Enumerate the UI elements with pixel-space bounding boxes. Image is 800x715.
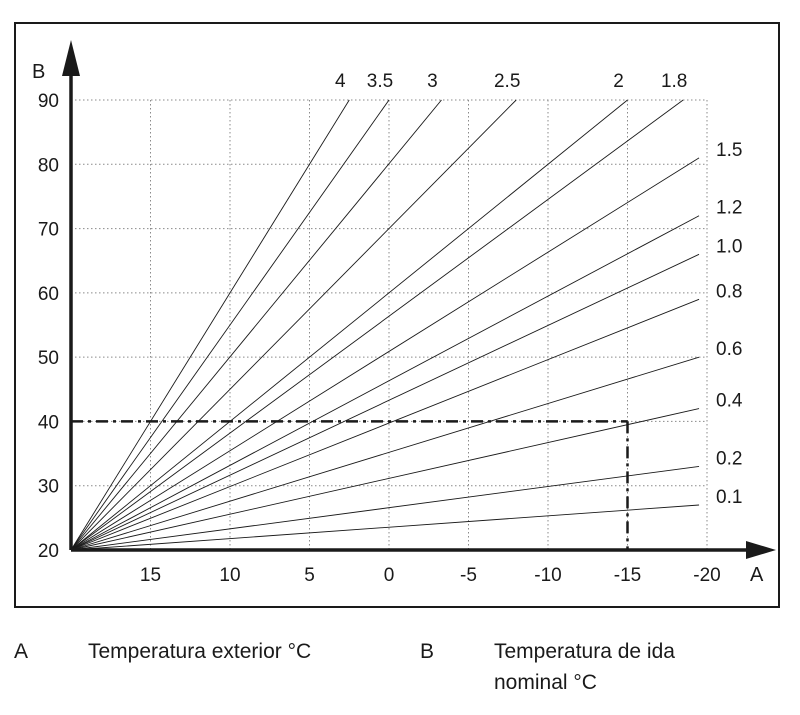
y-tick-label: 80 — [38, 155, 59, 176]
legend-a-text: Temperatura exterior °C — [88, 640, 312, 663]
y-tick-label: 20 — [38, 541, 59, 562]
x-tick-label: 10 — [219, 565, 240, 586]
legend-b-letter: B — [420, 640, 435, 663]
curve-labels: 4 3.5 3 2.5 2 1.8 1.5 1.2 1.0 0.8 0.6 0.4 0.2 0.1 — [335, 71, 743, 508]
curve-label: 1.5 — [716, 140, 742, 161]
x-tick-label: 0 — [384, 565, 395, 586]
heating-curves — [70, 99, 700, 551]
x-tick-label: 15 — [140, 565, 161, 586]
curve-line — [70, 253, 700, 551]
curve-line — [70, 99, 517, 551]
y-tick-label: 30 — [38, 477, 59, 498]
curve-line — [70, 99, 684, 551]
curve-label: 3 — [427, 71, 438, 92]
legend-b-text-line2: nominal °C — [494, 671, 597, 694]
y-axis-arrow-icon — [62, 40, 80, 76]
legend-b: B — [420, 636, 434, 667]
x-axis-letter: A — [750, 564, 764, 586]
curve-line — [70, 99, 350, 551]
legend-a: A — [14, 636, 28, 667]
legend-b-text-line1: Temperatura de ida — [494, 640, 675, 663]
curve-label: 2 — [613, 71, 624, 92]
curve-line — [70, 408, 700, 551]
grid — [71, 99, 708, 550]
x-tick-label: -5 — [460, 565, 477, 586]
chart-frame — [14, 22, 780, 608]
legend-a-letter: A — [14, 640, 29, 663]
curve-line — [70, 465, 700, 551]
legend-b-description: Temperatura de ida nominal °C — [494, 636, 675, 698]
example-reading — [71, 420, 629, 550]
y-tick-label: 90 — [38, 91, 59, 112]
curve-line — [70, 157, 700, 551]
curve-label: 4 — [335, 71, 346, 92]
x-tick-label: -15 — [614, 565, 641, 586]
y-tick-label: 50 — [38, 348, 59, 369]
curve-label: 0.8 — [716, 281, 742, 302]
y-axis-letter: B — [32, 61, 45, 83]
y-tick-label: 60 — [38, 284, 59, 305]
x-tick-label: 5 — [304, 565, 315, 586]
x-axis-arrow-icon — [746, 541, 776, 559]
y-tick-labels: 20 30 40 50 60 70 80 90 — [38, 91, 59, 562]
curve-label: 0.6 — [716, 339, 742, 360]
curve-label: 0.2 — [716, 448, 742, 469]
x-tick-label: -10 — [534, 565, 561, 586]
curve-label: 2.5 — [494, 71, 520, 92]
curve-label: 0.1 — [716, 487, 742, 508]
curve-label: 1.0 — [716, 236, 742, 257]
x-tick-label: -20 — [693, 565, 720, 586]
x-tick-labels: 15 10 5 0 -5 -10 -15 -20 — [140, 565, 721, 586]
curve-line — [70, 99, 628, 551]
curve-line — [70, 298, 700, 551]
curve-line — [70, 99, 442, 551]
y-tick-label: 70 — [38, 220, 59, 241]
curve-label: 1.2 — [716, 198, 742, 219]
curve-line — [70, 356, 700, 551]
curve-line — [70, 215, 700, 551]
y-tick-label: 40 — [38, 412, 59, 433]
curve-line — [70, 504, 700, 551]
curve-label: 1.8 — [661, 71, 687, 92]
curve-label: 0.4 — [716, 391, 743, 412]
curve-label: 3.5 — [367, 71, 393, 92]
legend-a-description: Temperatura exterior °C — [88, 636, 311, 667]
curve-line — [70, 99, 390, 551]
